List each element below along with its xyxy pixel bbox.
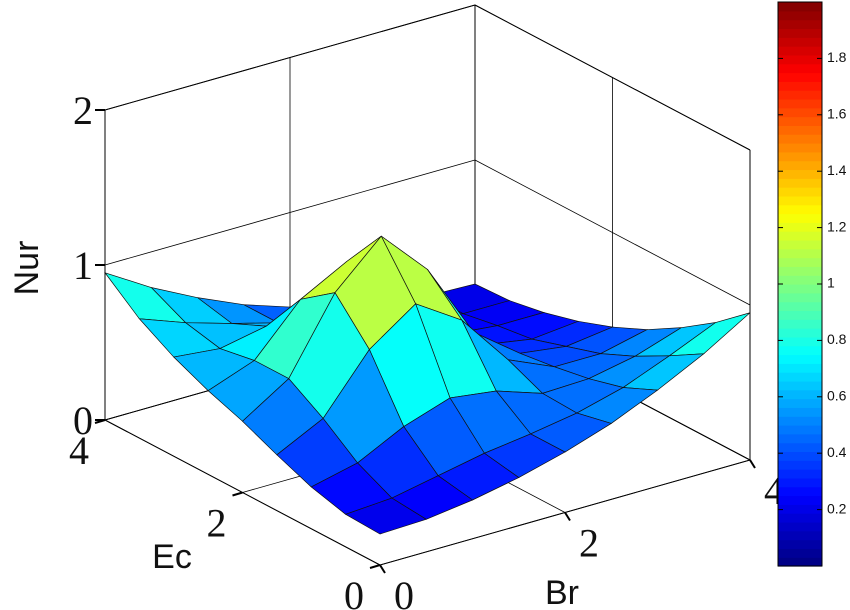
colorbar-swatch <box>778 380 822 391</box>
colorbar-swatch <box>778 486 822 497</box>
colorbar-swatch <box>778 178 822 188</box>
colorbar-swatch <box>778 292 822 303</box>
colorbar-swatch <box>778 407 822 417</box>
colorbar-swatch <box>778 107 822 118</box>
colorbar-swatch <box>778 239 822 250</box>
y-tick-label: 4 <box>69 428 89 473</box>
y-tick <box>232 491 243 497</box>
colorbar-swatch <box>778 345 822 356</box>
colorbar-swatch <box>778 54 822 65</box>
colorbar-tick-label: 0.2 <box>827 500 847 516</box>
z-axis-label: Nur <box>8 241 46 296</box>
colorbar-swatch <box>778 310 822 320</box>
colorbar-swatch <box>778 416 822 426</box>
colorbar-swatch <box>778 495 822 505</box>
colorbar-tick-label: 1.8 <box>827 49 847 65</box>
z-tick-label: 1 <box>73 243 93 288</box>
colorbar-swatch <box>778 72 822 82</box>
y-tick-label: 0 <box>344 573 364 610</box>
colorbar-swatch <box>778 477 822 488</box>
colorbar-tick-label: 1.4 <box>827 162 847 178</box>
colorbar-swatch <box>778 539 822 549</box>
colorbar-swatch <box>778 257 822 267</box>
colorbar-swatch <box>778 19 822 30</box>
colorbar-swatch <box>778 469 822 479</box>
colorbar-swatch <box>778 301 822 312</box>
x-tick <box>564 511 571 522</box>
colorbar-swatch <box>778 275 822 285</box>
surface-cell <box>344 497 428 535</box>
x-axis-label: Br <box>545 574 579 610</box>
colorbar-swatch <box>778 143 822 153</box>
colorbar-swatch <box>778 46 822 56</box>
colorbar-swatch <box>778 98 822 109</box>
grid-line <box>379 459 751 566</box>
colorbar-swatch <box>778 548 822 558</box>
x-tick-label: 0 <box>394 573 414 610</box>
colorbar-tick-label: 1.2 <box>827 218 847 234</box>
colorbar-swatch <box>778 504 822 514</box>
colorbar-swatch <box>778 328 822 338</box>
colorbar-swatch <box>778 125 822 135</box>
colorbar-swatch <box>778 2 822 12</box>
colorbar-swatch <box>778 187 822 197</box>
colorbar-swatch <box>778 204 822 215</box>
colorbar-swatch <box>778 284 822 294</box>
surface <box>104 235 751 535</box>
colorbar-swatch <box>778 389 822 400</box>
colorbar-swatch <box>778 451 822 461</box>
colorbar-swatch <box>778 63 822 74</box>
colorbar-swatch <box>778 81 822 91</box>
colorbar-swatch <box>778 248 822 259</box>
colorbar-swatch <box>778 266 822 276</box>
colorbar-swatch <box>778 372 822 382</box>
colorbar-swatch <box>778 222 822 232</box>
colorbar-tick-label: 0.6 <box>827 388 847 404</box>
colorbar-swatch <box>778 90 822 100</box>
z-tick-label: 0 <box>73 398 93 443</box>
colorbar-swatch <box>778 425 822 435</box>
x-tick <box>749 459 756 469</box>
colorbar-swatch <box>778 134 822 144</box>
x-tick-label: 2 <box>579 521 599 566</box>
colorbar-swatch <box>778 513 822 523</box>
colorbar-swatch <box>778 169 822 179</box>
colorbar-swatch <box>778 37 822 47</box>
colorbar-swatch <box>778 10 822 21</box>
colorbar-swatch <box>778 28 822 38</box>
colorbar-tick-label: 1 <box>827 275 835 291</box>
colorbar-swatch <box>778 160 822 171</box>
colorbar-tick-label: 1.6 <box>827 106 847 122</box>
colorbar-swatch <box>778 319 822 329</box>
colorbar-swatch <box>778 398 822 408</box>
colorbar-swatch <box>778 433 822 444</box>
colorbar-tick-label: 0.8 <box>827 331 847 347</box>
colorbar-swatch <box>778 530 822 541</box>
colorbar-swatch <box>778 521 822 532</box>
y-axis-label: Ec <box>152 538 192 576</box>
colorbar-swatch <box>778 354 822 364</box>
colorbar-swatch <box>778 442 822 453</box>
y-tick <box>94 419 106 424</box>
colorbar-swatch <box>778 363 822 373</box>
colorbar-swatch <box>778 213 822 223</box>
colorbar-swatch <box>778 460 822 470</box>
colorbar-swatch <box>778 336 822 347</box>
colorbar-swatch <box>778 557 822 567</box>
y-tick <box>369 564 381 569</box>
colorbar-swatch <box>778 195 822 206</box>
colorbar-tick-label: 0.4 <box>827 444 847 460</box>
colorbar-swatch <box>778 151 822 162</box>
z-tick-label: 2 <box>73 88 93 133</box>
y-tick-label: 2 <box>207 501 227 546</box>
colorbar-swatch <box>778 231 822 241</box>
colorbar-swatch <box>778 116 822 126</box>
x-tick <box>379 564 386 574</box>
